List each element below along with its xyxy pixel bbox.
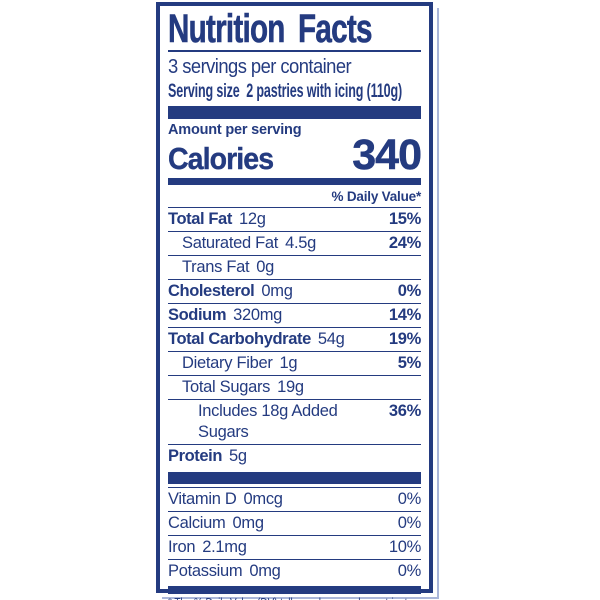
nutrient-name: Total Sugars — [182, 378, 271, 396]
vitamin-name: Potassium — [168, 562, 243, 580]
nutrient-row-protein: Protein 5g — [168, 444, 421, 468]
nutrient-amount: 4.5g — [285, 234, 316, 252]
nutrient-name: Includes 18g Added Sugars — [198, 402, 338, 441]
nutrient-name: Sodium — [168, 306, 227, 324]
nutrient-dv: 5% — [397, 354, 422, 372]
nutrient-amount: 0g — [256, 258, 275, 276]
nutrient-amount: 5g — [229, 447, 247, 465]
vitamin-dv: 10% — [388, 538, 421, 556]
nutrient-name: Protein — [168, 447, 223, 465]
nutrient-name: Trans Fat — [182, 258, 250, 276]
nutrient-amount: 19g — [277, 378, 304, 396]
vitamin-name: Calcium — [168, 514, 226, 532]
servings-per-container: 3 servings per container — [168, 56, 352, 78]
nutrition-facts-label: Nutrition Facts 3 servings per container… — [156, 2, 433, 600]
nutrient-dv: 36% — [388, 402, 421, 420]
nutrient-row-total-carbohydrate: Total Carbohydrate 54g 19% — [168, 327, 421, 351]
nutrient-row-total-sugars: Total Sugars 19g — [168, 375, 421, 399]
footnote: * The % Daily Value (DV) tells you how m… — [168, 596, 407, 600]
vitamin-dv: 0% — [397, 562, 422, 580]
nutrient-amount: 1g — [279, 354, 298, 372]
servings-per-container-wrap: 3 servings per container — [168, 55, 421, 80]
daily-value-header: % Daily Value* — [331, 189, 422, 204]
nutrient-row-added-sugars: Includes 18g Added Sugars 36% — [168, 399, 421, 444]
nutrient-row-cholesterol: Cholesterol 0mg 0% — [168, 279, 421, 303]
nutrient-name: Total Fat — [168, 210, 232, 228]
nutrient-name: Total Carbohydrate — [168, 330, 311, 348]
vitamin-amount: 0mg — [249, 562, 281, 580]
section-bar-top — [168, 106, 421, 119]
title-divider — [168, 50, 421, 52]
vitamin-amount: 0mcg — [243, 490, 283, 508]
vitamin-dv: 0% — [397, 514, 422, 532]
nutrient-amount: 320mg — [233, 306, 283, 324]
nutrient-row-trans-fat: Trans Fat 0g — [168, 255, 421, 279]
nutrient-dv: 0% — [397, 282, 422, 300]
label-title: Nutrition Facts — [168, 7, 373, 51]
vitamin-row-vitamin-d: Vitamin D 0mcg 0% — [168, 487, 421, 511]
nutrient-name: Cholesterol — [168, 282, 255, 300]
nutrient-row-sodium: Sodium 320mg 14% — [168, 303, 421, 327]
nutrient-dv: 15% — [388, 210, 421, 228]
vitamin-name: Iron — [168, 538, 196, 556]
nutrient-dv: 14% — [388, 306, 421, 324]
amount-per-serving: Amount per serving — [168, 122, 302, 138]
nutrient-row-saturated-fat: Saturated Fat 4.5g 24% — [168, 231, 421, 255]
section-bar-calories — [168, 178, 421, 185]
footnote-line-1: * The % Daily Value (DV) tells you how m… — [168, 596, 407, 600]
nutrient-dv: 24% — [388, 234, 421, 252]
calories-row: Calories 340 — [168, 131, 422, 179]
vitamin-row-potassium: Potassium 0mg 0% — [168, 559, 421, 583]
section-bar-footnote — [168, 586, 421, 594]
nutrient-dv: 19% — [388, 330, 421, 348]
vitamin-amount: 0mg — [232, 514, 265, 532]
serving-size-value: 2 pastries with icing (110g) — [246, 81, 403, 102]
vitamin-row-calcium: Calcium 0mg 0% — [168, 511, 421, 535]
calories-label: Calories — [168, 141, 274, 176]
vitamin-dv: 0% — [397, 490, 422, 508]
calories-value: 340 — [352, 131, 422, 179]
serving-size-row: Serving size 2 pastries with icing (110g) — [168, 80, 421, 103]
nutrient-row-total-fat: Total Fat 12g 15% — [168, 207, 421, 231]
serving-size-label: Serving size — [168, 81, 240, 102]
label-title-wrap: Nutrition Facts — [168, 7, 421, 51]
vitamin-amount: 2.1mg — [202, 538, 247, 556]
vitamin-row-iron: Iron 2.1mg 10% — [168, 535, 421, 559]
vitamin-name: Vitamin D — [168, 490, 237, 508]
nutrient-amount: 12g — [238, 210, 266, 228]
nutrient-name: Dietary Fiber — [182, 354, 273, 372]
section-bar-protein — [168, 472, 421, 484]
nutrient-row-dietary-fiber: Dietary Fiber 1g 5% — [168, 351, 421, 375]
nutrient-amount: 54g — [317, 330, 345, 348]
nutrient-amount: 0mg — [261, 282, 293, 300]
nutrient-name: Saturated Fat — [182, 234, 279, 252]
